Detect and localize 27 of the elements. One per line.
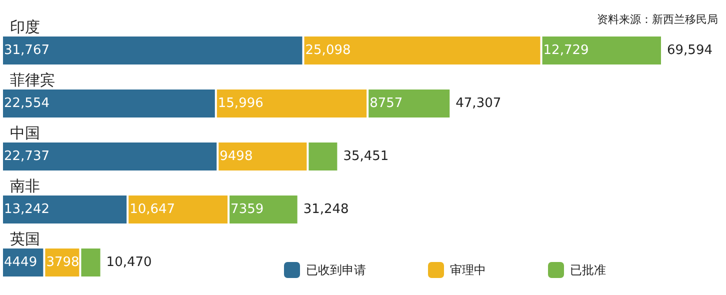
legend-label: 已收到申请: [306, 263, 366, 277]
data-label: 25,098: [305, 43, 351, 58]
total-label: 47,307: [456, 96, 502, 111]
annotation: 资料来源：新西兰移民局: [597, 13, 718, 26]
data-label: 3798: [46, 255, 80, 270]
total-label: 69,594: [667, 43, 712, 58]
data-label: 7359: [230, 202, 264, 217]
data-label: 31,767: [4, 43, 50, 58]
y-tick-label: 中国: [10, 124, 40, 142]
data-label: 13,242: [4, 202, 50, 217]
data-label: 8757: [370, 96, 403, 111]
total-label: 35,451: [343, 149, 389, 164]
y-tick-label: 南非: [10, 177, 40, 195]
data-label: 4449: [4, 255, 38, 270]
y-tick-label: 菲律宾: [10, 71, 55, 89]
total-label: 10,470: [106, 255, 152, 270]
data-label: 10,647: [130, 202, 176, 217]
y-tick-label: 英国: [10, 230, 40, 248]
total-label: 31,248: [303, 202, 349, 217]
data-label: 9498: [220, 149, 253, 164]
data-label: 22,554: [4, 96, 50, 111]
data-label: 12,729: [543, 43, 589, 58]
data-label: 22,737: [4, 149, 50, 164]
legend-label: 审理中: [450, 263, 486, 277]
legend-label: 已批准: [570, 263, 606, 277]
data-label: 15,996: [218, 96, 264, 111]
y-tick-label: 印度: [10, 18, 40, 36]
